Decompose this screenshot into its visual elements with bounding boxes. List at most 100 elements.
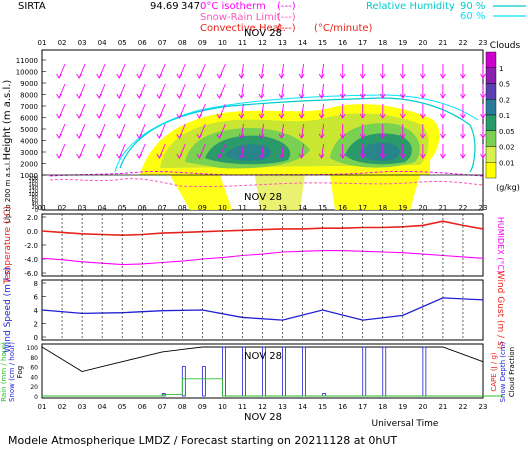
wind-series [41,297,484,321]
wind-arrow-13-0 [281,63,284,79]
colorbar-label-1: 0.5 [499,81,510,89]
hour-label-mid-05: 05 [118,204,127,212]
wind-arrowhead-12-2 [258,113,265,119]
wind-arrowhead-21-3 [440,133,446,139]
bottom-hour-labels: 01 02 03 04 05 06 07 08 09 10 11 12 13 14 15 16 17 18 19 20… [38,403,488,411]
cloud-colorbar: 1 0.5 0.2 0.1 0.05 0.02 0.01 [485,51,515,179]
rain-step-line [42,378,504,397]
hour-labels-2: 01 02 03 04 05 06 07 08 09 10 11 12 13 14 15 16 17 18 19 20… [38,204,488,212]
wind-arrowhead-09-0 [196,73,203,79]
precip-ytick-40: 40 [30,374,38,381]
top-hour-labels: 01 02 03 04 05 06 07 08 09 10 11 12 13 14 15 16 17 18 19 20… [38,39,488,47]
wind-arrowhead-16-2 [339,113,346,119]
cloud-ytick-10000: 10000 [16,69,38,77]
rh-contour-60 [114,94,479,173]
legend-rh: Relative Humidity [366,1,455,12]
wind-arrowhead-03-3 [76,133,82,139]
wind-arrowhead-19-0 [399,73,406,79]
hour-label-mid-13: 13 [278,204,287,212]
precip-ytick-0: 0 [34,394,38,401]
wind-arrow-13-4 [281,143,284,159]
hour-label-bottom-21: 21 [438,403,447,411]
wind-arrowhead-15-3 [318,133,325,139]
wind-arrowhead-21-4 [440,153,446,159]
hour-label-top-20: 20 [418,39,427,47]
cloud-ytick-9000: 9000 [20,80,38,88]
wind-arrow-14-2 [301,103,305,119]
wind-arrowhead-02-3 [56,133,62,139]
wind-arrow-15-2 [321,103,325,119]
hour-label-mid-11: 11 [238,204,247,212]
wind-arrowhead-06-4 [136,153,143,159]
wind-arrowhead-08-3 [176,133,183,139]
colorbar-swatch-0 [485,51,497,68]
wind-arrowhead-17-4 [359,153,366,159]
precip-series [41,346,504,397]
wind-arrowhead-11-4 [238,153,245,159]
hour-label-mid-06: 06 [138,204,147,212]
cloud-ytick-low-160: 160 [28,182,38,188]
colorbar-swatch-7 [485,162,497,179]
wind-arrow-11-3 [241,123,244,139]
cloud-ytick-11000: 11000 [16,57,38,65]
hour-label-bottom-08: 08 [178,403,187,411]
hour-label-mid-16: 16 [338,204,347,212]
wind-arrow-12-4 [261,143,264,159]
wind-arrows [56,63,486,159]
wind-arrowhead-20-1 [419,93,426,99]
hour-label-mid-19: 19 [398,204,407,212]
wind-arrowhead-17-1 [359,93,366,99]
hour-label-bottom-15: 15 [318,403,327,411]
wind-arrowhead-09-4 [196,153,203,159]
wind-arrowhead-20-3 [419,133,426,139]
hour-label-bottom-17: 17 [358,403,367,411]
hour-label-top-21: 21 [438,39,447,47]
colorbar-swatch-1 [485,67,497,84]
temp-ytick--6.0: -6.0 [24,270,38,278]
low-cloud-col3 [330,175,420,210]
wind-arrowhead-03-0 [76,73,82,79]
hour-label-mid-22: 22 [458,204,467,212]
wind-arrowhead-10-3 [216,133,223,139]
hour-label-bottom-05: 05 [118,403,127,411]
wind-arrowhead-16-4 [339,153,346,159]
wind-arrowhead-18-0 [379,73,386,79]
wind-arrowhead-07-3 [156,133,163,139]
hour-label-mid-23: 23 [479,204,488,212]
hour-label-top-07: 07 [158,39,167,47]
wind-arrowhead-04-0 [96,73,103,79]
hour-label-mid-12: 12 [258,204,267,212]
hour-label-mid-20: 20 [418,204,427,212]
colorbar-swatch-2 [485,83,497,100]
colorbar-label-5: 0.02 [499,144,515,152]
colorbar-label-0: 1 [499,65,503,73]
wind-arrowhead-22-3 [460,133,466,139]
wind-arrow-12-0 [261,63,264,79]
wind-arrow-11-2 [241,103,244,119]
hour-label-top-16: 16 [338,39,347,47]
wind-arrowhead-18-3 [379,133,386,139]
hour-label-top-05: 05 [118,39,127,47]
low-cloud-col1 [170,175,232,210]
cloud-ytick-low-200: 200 [28,176,38,182]
hour-label-top-04: 04 [98,39,107,47]
wind-arrow-13-2 [281,103,284,119]
wind-arrowhead-22-4 [460,153,466,159]
wind-arrowhead-18-4 [379,153,386,159]
wind-arrowhead-10-1 [216,93,223,99]
wind-arrowhead-02-4 [56,153,62,159]
cloud-y-axis: 1100010000900080007000600050004000300020… [16,57,46,214]
hour-label-bottom-01: 01 [38,403,47,411]
date-label-bottom: NOV 28 [244,412,282,423]
hour-label-mid-21: 21 [438,204,447,212]
wind-arrowhead-18-2 [379,113,386,119]
snow-rain-line [49,178,484,188]
hour-label-bottom-23: 23 [479,403,488,411]
wind-arrow-11-4 [241,143,244,159]
cloud-ytick-8000: 8000 [20,92,38,100]
hour-label-mid-15: 15 [318,204,327,212]
wind-arrowhead-10-0 [216,73,223,79]
wind-arrowhead-07-2 [156,113,163,119]
wind-arrow-15-0 [321,63,325,79]
wind-arrowhead-19-4 [399,153,406,159]
